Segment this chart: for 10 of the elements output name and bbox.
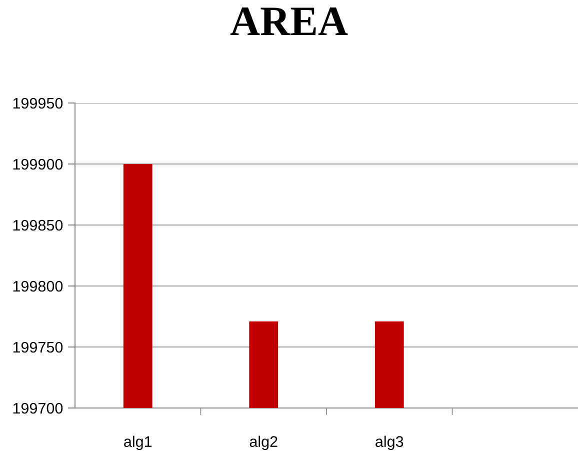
y-tick-label: 199950 — [13, 98, 63, 109]
x-tick-label: alg2 — [250, 436, 278, 450]
y-tick-label: 199800 — [13, 280, 63, 292]
y-tick-label: 199850 — [13, 220, 63, 231]
chart-title: AREA — [230, 8, 348, 36]
y-tick-label: 199900 — [13, 158, 63, 170]
x-tick-label: alg1 — [124, 436, 152, 450]
x-tick-label: alg3 — [376, 436, 404, 450]
y-tick-label: 199700 — [13, 402, 63, 414]
y-tick-label: 199750 — [13, 342, 63, 353]
